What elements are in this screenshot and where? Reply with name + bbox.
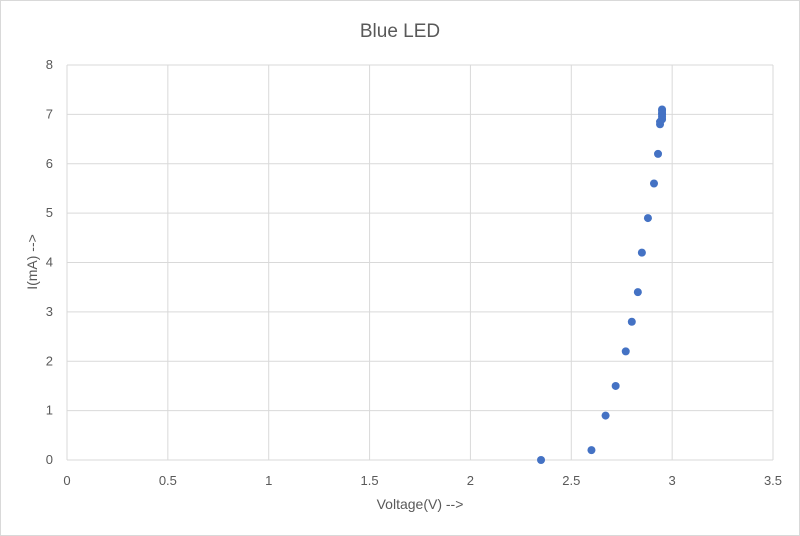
- x-tick-label: 3: [669, 473, 676, 488]
- x-tick-label: 0.5: [159, 473, 177, 488]
- data-point: [537, 456, 546, 464]
- x-tick-label: 3.5: [764, 473, 782, 488]
- y-tick-label: 5: [46, 205, 53, 220]
- data-point: [621, 347, 630, 356]
- x-tick-labels: 0 0.5 1 1.5 2 2.5 3 3.5: [63, 473, 782, 488]
- data-point: [611, 381, 620, 390]
- data-point: [627, 317, 636, 326]
- x-axis-label: Voltage(V) -->: [377, 496, 464, 512]
- x-tick-label: 2.5: [562, 473, 580, 488]
- data-point: [601, 411, 610, 420]
- data-point: [643, 214, 652, 223]
- y-tick-label: 1: [46, 403, 53, 418]
- y-axis-label: I(mA) -->: [24, 234, 40, 290]
- x-tick-label: 1.5: [361, 473, 379, 488]
- data-point: [658, 105, 667, 114]
- data-points: [537, 105, 667, 464]
- data-point: [654, 149, 663, 158]
- x-tick-label: 2: [467, 473, 474, 488]
- y-tick-label: 0: [46, 452, 53, 467]
- y-tick-label: 8: [46, 57, 53, 72]
- data-point: [649, 179, 658, 188]
- data-point: [633, 288, 642, 297]
- chart-title: Blue LED: [360, 21, 440, 42]
- x-tick-label: 0: [63, 473, 70, 488]
- y-tick-label: 2: [46, 353, 53, 368]
- y-tick-label: 3: [46, 304, 53, 319]
- x-tick-label: 1: [265, 473, 272, 488]
- y-tick-label: 7: [46, 106, 53, 121]
- data-point: [587, 446, 596, 455]
- data-point: [637, 248, 646, 257]
- y-tick-labels: 0 1 2 3 4 5 6 7 8: [46, 57, 53, 467]
- gridlines: [66, 64, 774, 461]
- y-tick-label: 4: [46, 255, 53, 270]
- y-tick-label: 6: [46, 156, 53, 171]
